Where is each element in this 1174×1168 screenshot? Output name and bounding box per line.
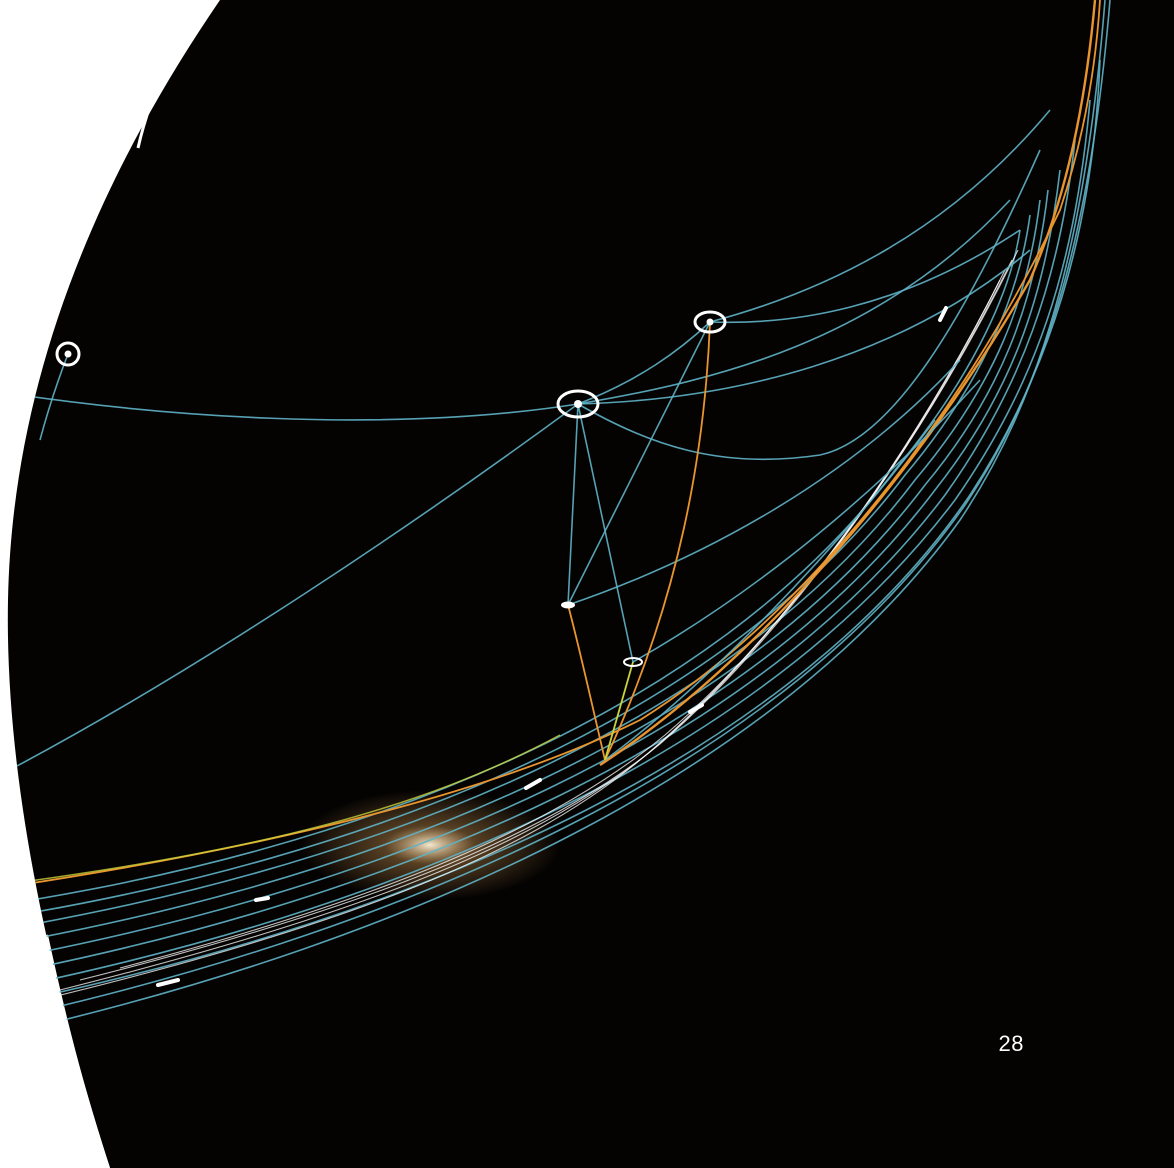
slide-number: 28 <box>998 1031 1024 1056</box>
sweeping-arcs <box>7 0 1111 1036</box>
light-glow <box>300 790 560 900</box>
network-lines <box>7 109 1051 776</box>
bottom-swoosh <box>44 934 110 1168</box>
orange-arcs <box>7 0 1101 889</box>
orange-connectors <box>567 321 711 761</box>
dark-lens-shape <box>7 0 1174 1168</box>
ring-node-icon <box>55 341 81 367</box>
sparkle-dashes <box>156 306 948 987</box>
dot-node-icon <box>561 601 575 609</box>
ring-node-icon <box>556 389 600 419</box>
ring-node-icon <box>693 310 727 334</box>
top-swoosh <box>136 0 207 149</box>
dot-node-icon <box>623 657 643 667</box>
white-strands <box>39 249 1019 1001</box>
